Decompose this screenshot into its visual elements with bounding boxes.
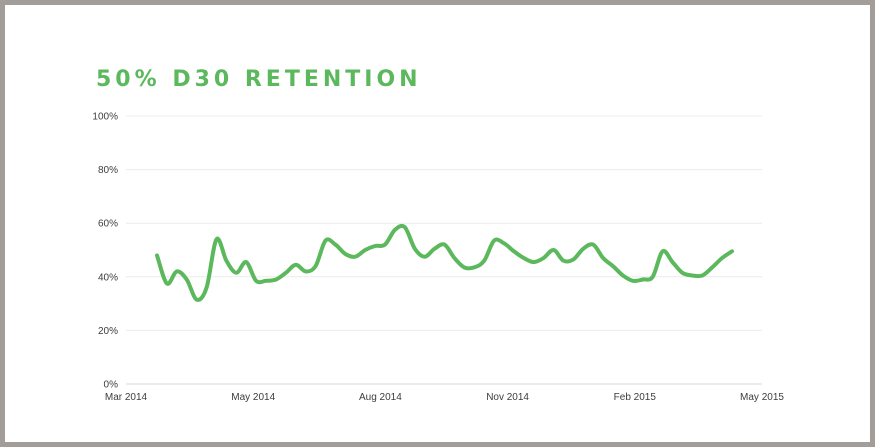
chart-title: 50% D30 RETENTION bbox=[96, 67, 422, 92]
x-tick-label: Nov 2014 bbox=[486, 392, 529, 403]
retention-series-line bbox=[155, 223, 734, 302]
y-tick-label: 40% bbox=[98, 272, 118, 283]
y-tick-label: 100% bbox=[92, 112, 118, 123]
x-tick-label: Mar 2014 bbox=[105, 392, 148, 403]
x-tick-label: May 2015 bbox=[740, 392, 784, 403]
x-tick-label: Feb 2015 bbox=[614, 392, 657, 403]
y-tick-label: 20% bbox=[98, 326, 118, 337]
y-tick-label: 60% bbox=[98, 219, 118, 230]
y-tick-label: 80% bbox=[98, 165, 118, 176]
x-tick-label: Aug 2014 bbox=[359, 392, 402, 403]
x-tick-label: May 2014 bbox=[231, 392, 275, 403]
y-tick-label: 0% bbox=[104, 380, 119, 391]
